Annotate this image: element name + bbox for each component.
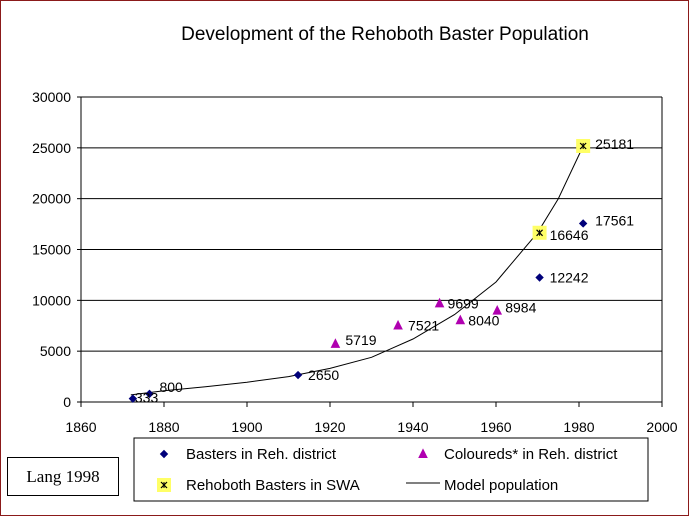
data-label: 9699	[448, 295, 479, 311]
basters-in-reh-district-point	[578, 219, 588, 228]
model-population-line	[130, 145, 584, 396]
data-label: 16646	[550, 227, 589, 243]
grid-lines	[81, 96, 662, 403]
x-tick-label: 1960	[480, 419, 511, 435]
x-tick-label: 1980	[563, 419, 594, 435]
x-tick-label: 1920	[314, 419, 345, 435]
legend-box	[133, 437, 649, 502]
coloureds-in-reh-district-point	[455, 314, 466, 325]
basters-in-reh-district-point	[293, 370, 303, 380]
x-tick-label: 1940	[397, 419, 428, 435]
data-label: 333	[135, 390, 159, 406]
y-tick-label: 10000	[32, 292, 71, 308]
y-tick-label: 15000	[32, 242, 71, 258]
y-tick-label: 5000	[40, 343, 71, 359]
coloureds-in-reh-district-point	[393, 319, 403, 330]
data-label: 5719	[345, 332, 376, 348]
y-tick-label: 0	[63, 394, 71, 410]
chart-title: Development of the Rehoboth Baster Popul…	[181, 24, 589, 45]
x-tick-label: 2000	[646, 419, 677, 435]
legend-label: Rehoboth Basters in SWA	[186, 477, 360, 494]
coloureds-in-reh-district-point	[434, 297, 445, 308]
data-label: 25181	[595, 136, 634, 152]
rehoboth-basters-in-swa-point	[532, 225, 547, 240]
x-tick-label: 1900	[231, 419, 262, 435]
basters-in-reh-district-point	[145, 389, 154, 399]
legend-label: Basters in Reh. district	[186, 446, 337, 463]
rehoboth-basters-in-swa-point	[576, 138, 591, 153]
legend-marker	[159, 449, 169, 459]
data-label: 800	[159, 379, 183, 395]
y-tick-label: 25000	[32, 140, 71, 156]
data-label: 2650	[308, 367, 339, 383]
legend: Basters in Reh. district Coloureds* in Re…	[133, 437, 649, 502]
data-label: 17561	[595, 212, 634, 228]
basters-in-reh-district-point	[128, 394, 138, 403]
data-label: 7521	[408, 318, 439, 334]
data-label: 8984	[505, 300, 536, 316]
data-marks	[128, 138, 591, 403]
y-tick-label: 30000	[32, 89, 71, 105]
x-tick-label: 1860	[65, 419, 96, 435]
legend-marker	[418, 448, 428, 458]
legend-label: Coloureds* in Reh. district	[444, 446, 618, 463]
legend-marker	[157, 478, 171, 492]
x-tick-label: 1880	[148, 419, 179, 435]
y-tick-label: 20000	[32, 191, 71, 207]
coloureds-in-reh-district-point	[330, 338, 341, 348]
data-label: 12242	[550, 270, 589, 286]
credit-box: Lang 1998	[7, 457, 119, 496]
legend-label: Model population	[444, 477, 558, 494]
coloureds-in-reh-district-point	[492, 305, 503, 315]
basters-in-reh-district-point	[535, 273, 544, 282]
data-label: 8040	[468, 312, 499, 328]
axes: 0 5000 10000 15000 20000 25000 30000 1860 1880 19…	[32, 89, 678, 435]
model-line-layer	[130, 145, 584, 396]
